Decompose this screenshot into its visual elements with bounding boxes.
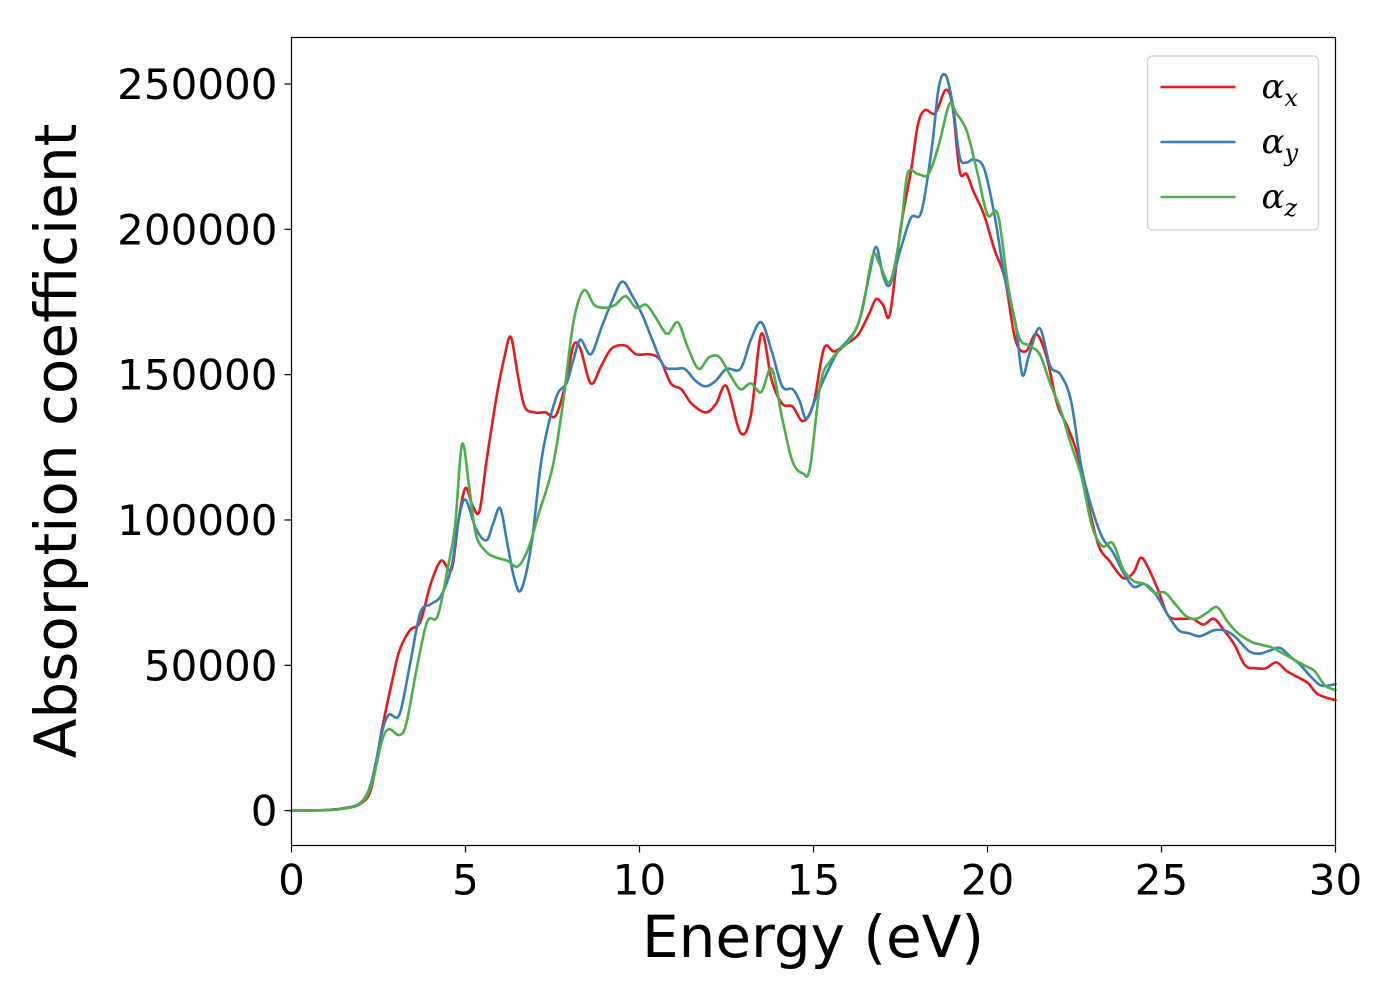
legend-label-symbol: α [1262,177,1285,217]
legend-item-alpha-x: αx [1160,67,1299,112]
x-tick-label: 20 [961,856,1014,905]
y-tick-label: 150000 [117,351,277,400]
series-line-alpha-z [290,101,1337,812]
legend-label-symbol: α [1262,67,1285,107]
legend-label-subscript: x [1284,84,1298,112]
legend-label-subscript: y [1283,139,1298,167]
y-tick-label: 200000 [117,205,277,254]
legend-label: αx [1262,67,1299,112]
y-axis: 0 50000 100000 150000 200000 250000 [117,60,292,836]
y-tick-label: 0 [251,787,278,836]
x-axis-label: Energy (eV) [642,903,984,971]
y-tick-label: 100000 [117,496,277,545]
x-tick-label: 25 [1135,856,1188,905]
x-tick-label: 15 [787,856,840,905]
series-layer [290,72,1337,812]
legend-item-alpha-y: αy [1160,122,1299,167]
series-line-alpha-x [290,88,1337,812]
y-tick-label: 50000 [144,641,278,690]
legend-label: αy [1262,122,1299,167]
x-tick-label: 30 [1309,856,1362,905]
x-tick-label: 0 [278,856,305,905]
legend-label: αz [1262,177,1298,222]
x-tick-label: 10 [613,856,666,905]
legend-label-subscript: z [1283,194,1297,222]
legend-item-alpha-z: αz [1160,177,1298,222]
y-tick-label: 250000 [117,60,277,109]
y-axis-label: Absorption coefficient [22,124,90,759]
x-axis: 0 5 10 15 20 25 30 [278,845,1362,905]
x-tick-label: 5 [452,856,479,905]
legend-label-symbol: α [1262,122,1285,162]
